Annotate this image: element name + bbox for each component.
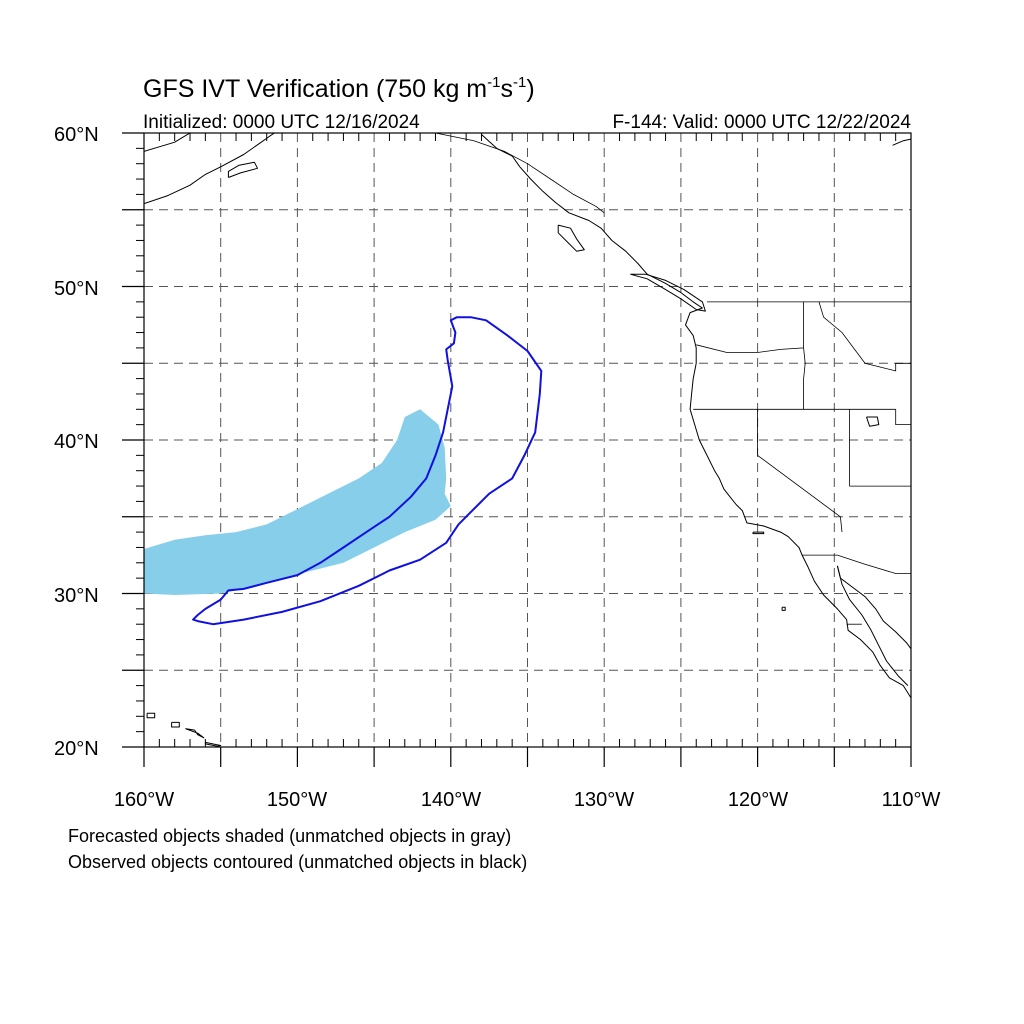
lon-label-130w: 130°W <box>574 789 634 811</box>
observed-object-layer <box>192 316 543 626</box>
lat-label-60: 60°N <box>54 124 99 146</box>
lon-label-120w: 120°W <box>728 789 788 811</box>
kodiak-island <box>227 161 258 178</box>
forecast-note: Forecasted objects shaded (unmatched obj… <box>68 826 512 846</box>
idaho-border <box>803 347 806 410</box>
observed-object-contour <box>192 316 543 626</box>
upper-right-coast <box>892 138 911 146</box>
lat-label-30: 30°N <box>54 585 99 607</box>
lon-label-160w: 160°W <box>114 789 174 811</box>
gulf-of-california-east <box>836 565 911 650</box>
great-salt-lake <box>866 416 880 427</box>
forecast-object-layer <box>144 409 451 595</box>
north-america-west-coast <box>481 134 911 699</box>
lat-label-20: 20°N <box>54 738 99 760</box>
california-nevada-border <box>757 409 843 533</box>
mexico-border <box>802 554 911 574</box>
guadalupe-island <box>781 606 786 611</box>
lat-label-50: 50°N <box>54 278 99 300</box>
forecast-object-shade <box>144 409 451 595</box>
utah-border <box>895 409 911 426</box>
haida-gwaii <box>557 224 585 252</box>
grid-lines <box>144 133 911 747</box>
initialized-label: Initialized: 0000 UTC 12/16/2024 <box>143 112 420 133</box>
border-layer <box>435 133 911 625</box>
montana-idaho-border <box>818 301 911 372</box>
alaska-coast <box>144 133 275 205</box>
hawaii-1 <box>146 712 156 719</box>
latitude-labels: 60°N 50°N 40°N 30°N 20°N <box>54 124 99 760</box>
observed-note: Observed objects contoured (unmatched ob… <box>68 852 528 872</box>
oregon-washington-border <box>696 301 804 353</box>
lon-label-150w: 150°W <box>267 789 327 811</box>
longitude-labels: 160°W 150°W 140°W 130°W 120°W 110°W <box>114 789 941 811</box>
valid-label: F-144: Valid: 0000 UTC 12/22/2024 <box>612 112 911 133</box>
lon-label-140w: 140°W <box>421 789 481 811</box>
alaska-canada-border <box>435 133 605 214</box>
lat-label-40: 40°N <box>54 431 99 453</box>
hawaii-4 <box>204 741 222 747</box>
alaska-upper-left <box>144 133 191 152</box>
channel-islands <box>752 531 765 535</box>
lon-label-110w: 110°W <box>882 789 941 811</box>
vancouver-island <box>630 273 706 312</box>
hawaii-3 <box>185 728 205 739</box>
axis-ticks <box>122 132 912 767</box>
hawaii-2 <box>171 721 180 728</box>
map-title: GFS IVT Verification (750 kg m-1s-1) <box>143 74 535 103</box>
gulf-of-california-west <box>836 565 909 686</box>
